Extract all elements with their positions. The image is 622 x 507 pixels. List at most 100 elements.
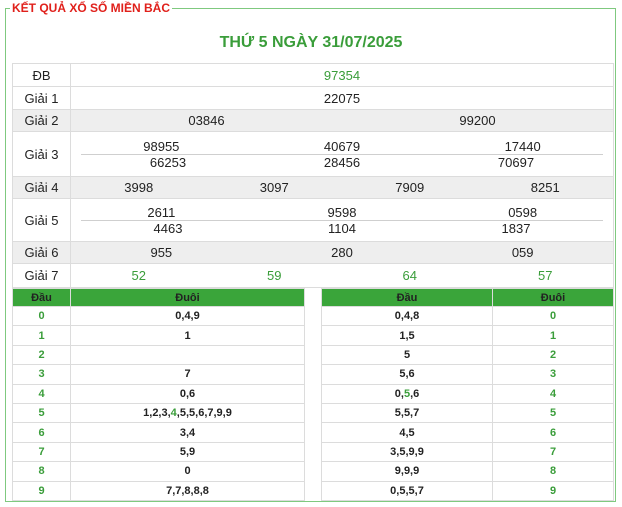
prize-numbers: 03846 99200 (70, 109, 614, 132)
prize-number: 7909 (395, 180, 425, 195)
head-tail-row: 0 0,4,9 (12, 305, 305, 327)
prize-number: 1104 (328, 220, 356, 236)
prize-label: Giải 6 (12, 241, 71, 264)
head-tail-row: 0,5,5,7 9 (321, 480, 614, 501)
prize-number: 40679 (323, 138, 361, 154)
tail-cell: 2 (492, 344, 614, 366)
prize-label: ĐB (12, 63, 71, 87)
prize-number: 280 (331, 245, 353, 260)
tail-cell: 0,6 (70, 383, 305, 404)
head-cell: 5 (321, 344, 493, 366)
right-head-tail-table: Đầu Đuôi 0,4,8 0 1,5 1 5 2 5,6 3 0,5,6 4 5,5,7 5 4,5 6 3… (321, 288, 614, 501)
prize-numbers: 98955 40679 17440 66253 28456 70697 (70, 131, 614, 177)
digit-group: 5 (403, 387, 411, 400)
head-cell: 5 (12, 402, 71, 424)
number-line: 03846 99200 (71, 113, 613, 128)
prize-row: Giải 7 52 59 64 57 (12, 263, 614, 288)
head-tail-row: 5 1,2,3,4,5,5,6,7,9,9 (12, 402, 305, 424)
tail-cell: 1 (492, 325, 614, 346)
prize-numbers: 22075 (70, 86, 614, 110)
prize-number: 99200 (459, 113, 496, 128)
head-cell: 4 (12, 383, 71, 404)
head-tail-row: 1,5 1 (321, 325, 614, 346)
prize-row: ĐB 97354 (12, 63, 614, 87)
head-cell: 0,4,8 (321, 305, 493, 327)
digit-group: 4 (170, 407, 177, 420)
tail-cell: 5,9 (70, 441, 305, 463)
prize-row: Giải 5 2611 9598 0598 4463 1104 1837 (12, 198, 614, 242)
prize-label: Giải 4 (12, 176, 71, 199)
head-cell: 5,5,7 (321, 402, 493, 424)
prize-number: 57 (538, 268, 553, 283)
head-cell: 4,5 (321, 422, 493, 443)
number-line: 22075 (71, 91, 613, 106)
number-line: 2611 9598 0598 (71, 205, 613, 220)
tail-cell (70, 344, 305, 366)
number-line: 3998 3097 7909 8251 (71, 180, 613, 195)
head-cell: 7 (12, 441, 71, 463)
prize-label: Giải 3 (12, 131, 71, 177)
prize-number: 22075 (323, 90, 361, 106)
number-line: 4463 1104 1837 (81, 219, 603, 236)
prize-numbers: 2611 9598 0598 4463 1104 1837 (70, 198, 614, 242)
prize-number: 66253 (149, 154, 187, 170)
prize-number: 3097 (259, 180, 289, 195)
prize-label: Giải 7 (12, 263, 71, 288)
head-tail-row: 0,5,6 4 (321, 383, 614, 404)
prize-number: 70697 (497, 154, 535, 170)
number-line: 66253 28456 70697 (81, 153, 603, 170)
prize-label: Giải 1 (12, 86, 71, 110)
head-cell: 2 (12, 344, 71, 366)
head-tail-row: 5,6 3 (321, 364, 614, 385)
number-line: 98955 40679 17440 (71, 139, 613, 154)
tail-cell: 0,4,9 (70, 305, 305, 327)
tail-cell: 0 (70, 461, 305, 482)
tail-cell: 3 (492, 364, 614, 385)
prize-number: 3998 (124, 180, 154, 195)
head-cell: 6 (12, 422, 71, 443)
header-row: Đầu Đuôi (321, 288, 614, 307)
head-tail-row: 4 0,6 (12, 383, 305, 404)
head-cell: 0,5,5,7 (321, 480, 493, 501)
prize-numbers: 97354 (70, 63, 614, 87)
head-cell: 8 (12, 461, 71, 482)
prize-number: 97354 (323, 67, 361, 83)
prize-number: 1837 (501, 220, 531, 236)
tail-cell: 9 (492, 480, 614, 501)
prize-row: Giải 4 3998 3097 7909 8251 (12, 176, 614, 199)
digit-group: 1,2,3, (143, 407, 171, 420)
tail-cell: 7,7,8,8,8 (70, 480, 305, 501)
digit-group: 0, (394, 387, 404, 400)
tail-cell: 4 (492, 383, 614, 404)
number-line: 97354 (71, 68, 613, 83)
prize-number: 059 (511, 245, 534, 260)
date-title: THỨ 5 NGÀY 31/07/2025 (219, 34, 403, 51)
prize-row: Giải 3 98955 40679 17440 66253 28456 70697 (12, 131, 614, 177)
tail-cell: 5 (492, 402, 614, 424)
prize-number: 2611 (147, 204, 176, 220)
prize-label: Giải 5 (12, 198, 71, 242)
head-cell: 0,5,6 (321, 383, 493, 404)
prize-row: Giải 2 03846 99200 (12, 109, 614, 132)
prize-number: 03846 (188, 113, 225, 128)
tail-cell: 8 (492, 461, 614, 482)
tail-cell: 3,4 (70, 422, 305, 443)
head-cell: 1,5 (321, 325, 493, 346)
prize-number: 52 (131, 268, 146, 283)
number-line: 52 59 64 57 (71, 268, 613, 283)
prize-number: 98955 (143, 138, 180, 154)
head-tail-row: 7 5,9 (12, 441, 305, 463)
head-cell: 9,9,9 (321, 461, 493, 482)
prize-numbers: 3998 3097 7909 8251 (70, 176, 614, 199)
head-tail-row: 3,5,9,9 7 (321, 441, 614, 463)
prize-table: ĐB 97354 Giải 1 22075 Giải 2 03846 99200 Giải 3… (12, 63, 614, 288)
tail-cell: 7 (492, 441, 614, 463)
tail-cell: 0 (492, 305, 614, 327)
header-row: Đầu Đuôi (12, 288, 305, 307)
number-line: 955 280 059 (71, 245, 613, 260)
